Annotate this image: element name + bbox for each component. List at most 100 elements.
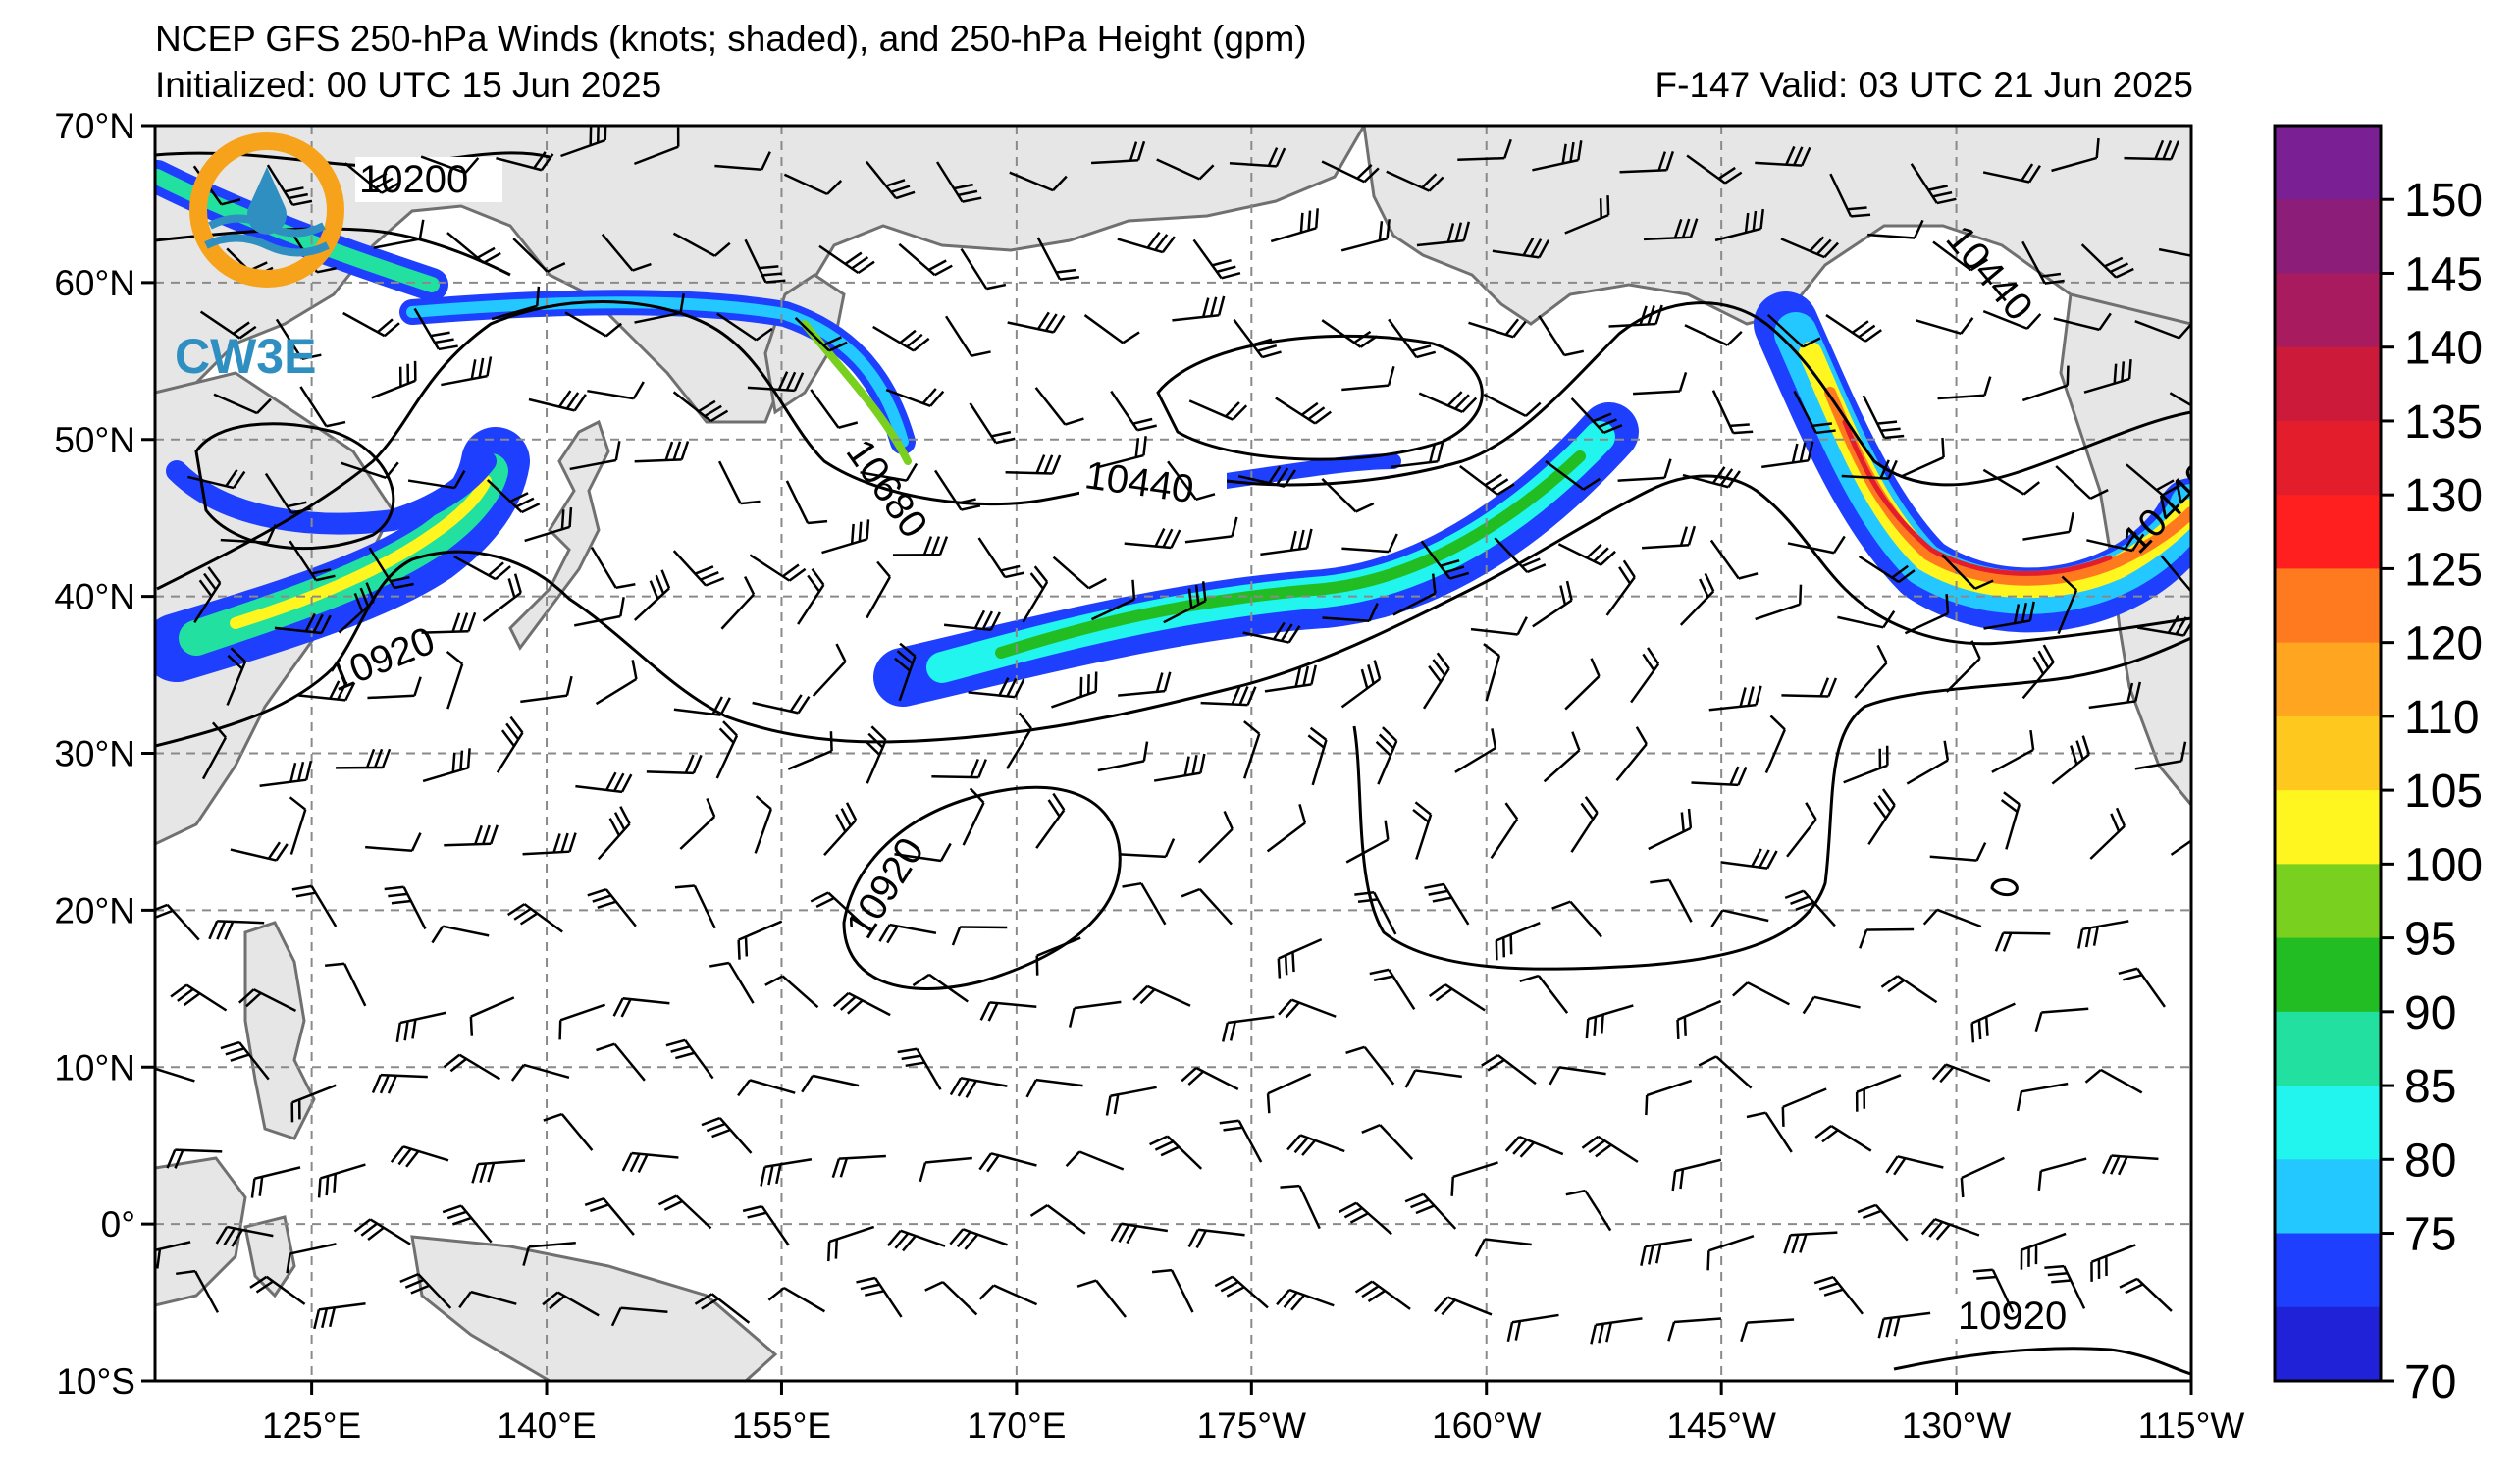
init-time: Initialized: 00 UTC 15 Jun 2025 xyxy=(155,65,662,105)
wind-barb xyxy=(1590,1317,1643,1345)
wind-barb xyxy=(2051,137,2100,173)
wind-barb xyxy=(934,469,981,511)
wind-barb xyxy=(575,771,633,794)
wind-barb xyxy=(1404,1069,1462,1088)
colorbar-label: 95 xyxy=(2404,914,2456,966)
wind-barb xyxy=(1617,458,1672,482)
wind-barb xyxy=(1428,983,1486,1012)
colorbar-segment xyxy=(2275,273,2381,348)
wind-barb xyxy=(1149,1135,1203,1170)
wind-barb xyxy=(978,1152,1037,1173)
wind-barb xyxy=(1321,319,1378,348)
wind-barb xyxy=(367,676,422,700)
wind-barb xyxy=(1619,150,1675,174)
wind-barb xyxy=(1420,540,1470,580)
land-sulawesi xyxy=(243,1215,296,1298)
logo-ring xyxy=(189,132,344,288)
wind-barb xyxy=(342,311,400,338)
wind-barb xyxy=(1549,1066,1606,1086)
wind-barb xyxy=(754,795,773,854)
wind-barb xyxy=(1557,543,1616,566)
wind-barb xyxy=(794,316,848,352)
wind-barb xyxy=(1867,788,1896,846)
wind-barb xyxy=(610,1306,668,1327)
wind-barb xyxy=(444,824,499,847)
wind-barb xyxy=(1781,677,1838,698)
wind-barb xyxy=(1022,565,1049,623)
wind-barb xyxy=(1035,936,1081,976)
wind-barb xyxy=(170,983,228,1012)
wind-barb xyxy=(1829,173,1871,218)
wind-barb xyxy=(1667,1317,1722,1342)
wind-barb xyxy=(286,1243,337,1274)
latitude-axis: 70°N 60°N 50°N 40°N 30°N 20°N 10°N 0° 10°S xyxy=(54,106,155,1402)
wind-barb xyxy=(752,694,811,715)
wind-barb xyxy=(1698,1055,1753,1089)
wind-barb xyxy=(1937,376,1992,400)
wind-barb xyxy=(935,161,982,203)
wind-barb xyxy=(259,760,313,787)
wind-barb xyxy=(1982,163,2041,184)
colorbar-segment xyxy=(2275,568,2381,644)
wind-barb xyxy=(1671,1158,1722,1192)
wind-barb xyxy=(924,1280,978,1316)
wind-barb xyxy=(1237,465,1296,488)
wind-barb xyxy=(1504,1135,1564,1158)
wind-barb xyxy=(1483,643,1501,702)
lon-label: 130°W xyxy=(1902,1405,2012,1446)
wind-barb xyxy=(1090,140,1146,165)
wind-barb xyxy=(865,160,916,200)
wind-barb xyxy=(1970,1002,2016,1043)
wind-barb xyxy=(496,151,554,172)
colorbar-segment xyxy=(2275,420,2381,496)
wind-barb xyxy=(1025,1078,1083,1098)
wind-barb xyxy=(1151,1268,1194,1313)
wind-barb xyxy=(2089,807,2126,860)
lon-label: 140°E xyxy=(497,1405,596,1446)
wind-barb xyxy=(1880,975,1938,1004)
colorbar-segment xyxy=(2275,790,2381,865)
land-borneo xyxy=(155,1156,247,1307)
wind-barb xyxy=(384,885,427,930)
wind-barb xyxy=(2034,1007,2089,1033)
wind-barb xyxy=(574,597,625,627)
wind-barb xyxy=(1755,145,1811,167)
wind-barb xyxy=(1781,1087,1827,1127)
wind-barb xyxy=(371,1073,428,1094)
valid-time: F-147 Valid: 03 UTC 21 Jun 2025 xyxy=(1654,65,2193,105)
wind-barb xyxy=(1200,685,1257,707)
wind-barb xyxy=(368,547,414,590)
contour-line xyxy=(1990,878,2019,897)
wind-barb xyxy=(365,832,422,853)
wind-barb xyxy=(1172,295,1226,322)
wind-barb xyxy=(446,232,501,264)
wind-barb xyxy=(1877,1311,1931,1339)
wind-barb xyxy=(1941,554,1994,590)
wind-barb xyxy=(949,1228,1008,1250)
wind-barb xyxy=(1825,313,1882,343)
wind-barb xyxy=(584,1197,635,1236)
colorbar-frame xyxy=(2273,124,2383,1383)
wind-barb xyxy=(737,920,783,960)
wind-barb xyxy=(672,391,729,423)
wind-barb xyxy=(1375,726,1398,785)
wind-barb xyxy=(931,758,987,779)
wind-barb xyxy=(2020,1232,2067,1270)
wind-barb xyxy=(894,842,952,863)
wind-barb xyxy=(1492,238,1550,259)
wind-barb xyxy=(827,1225,875,1262)
wind-barb xyxy=(810,389,859,429)
wind-barb xyxy=(1755,584,1803,621)
wind-barb xyxy=(1416,221,1471,247)
wind-barb xyxy=(1404,1192,1457,1230)
wind-barb xyxy=(1732,981,1790,1006)
wind-barb xyxy=(1338,1201,1392,1236)
colorbar-segment xyxy=(2275,199,2381,274)
wind-barb xyxy=(2021,240,2065,285)
wind-barb xyxy=(2124,139,2180,161)
lat-label: 70°N xyxy=(54,106,135,146)
wind-barb xyxy=(1645,1079,1693,1116)
wind-barb xyxy=(1454,728,1497,773)
wind-barb xyxy=(2134,741,2187,770)
wind-barb xyxy=(1761,441,1814,469)
